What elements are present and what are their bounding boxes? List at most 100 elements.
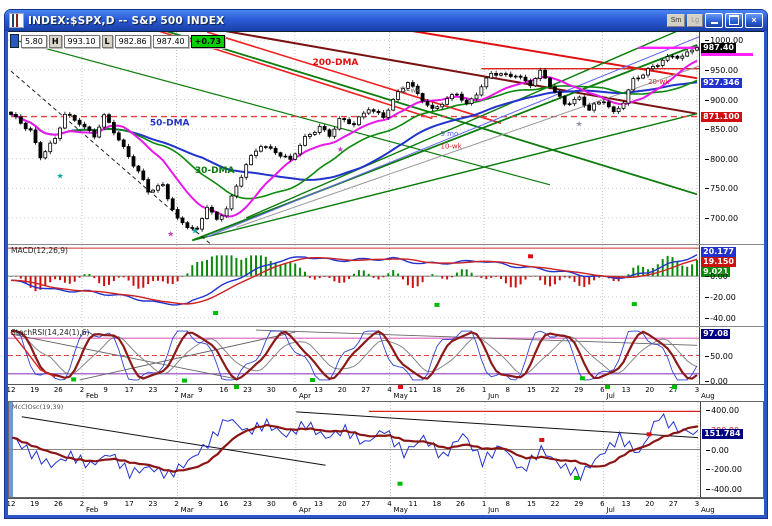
date-tick-label: 6 xyxy=(600,500,605,508)
date-tick-label: 23 xyxy=(148,386,158,394)
date-tick-label: 20 xyxy=(337,500,347,508)
star-marker: ★ xyxy=(56,171,63,180)
macd-chart[interactable] xyxy=(8,245,700,326)
date-tick-label: 4 xyxy=(387,500,392,508)
trendline xyxy=(191,44,698,242)
breadth-chart[interactable] xyxy=(9,402,701,497)
month-label: May xyxy=(393,392,408,400)
date-tick-label: 23 xyxy=(148,500,158,508)
stoch-slow-line xyxy=(11,330,698,375)
date-tick-label: 3 xyxy=(694,500,700,508)
breadth-trendline xyxy=(21,416,326,466)
date-tick-label: 29 xyxy=(574,500,584,508)
signal-marker xyxy=(398,385,404,389)
date-tick-label: 30 xyxy=(266,500,276,508)
signal-marker xyxy=(434,302,440,307)
month-label: Apr xyxy=(298,392,311,400)
date-tick-label: 4 xyxy=(387,386,392,394)
maximize-icon xyxy=(729,15,739,25)
last-price-underline xyxy=(701,52,754,56)
date-tick-label: 16 xyxy=(219,386,229,394)
date-tick-label: 16 xyxy=(219,500,229,508)
date-tick-label: 20 xyxy=(645,386,655,394)
signal-marker xyxy=(579,376,585,381)
quote-select-box[interactable] xyxy=(10,34,19,48)
signal-marker xyxy=(234,385,240,389)
date-tick-label: 20 xyxy=(645,500,655,508)
month-label: May xyxy=(393,506,408,514)
date-tick-label: 27 xyxy=(668,500,678,508)
date-tick-label: 2 xyxy=(174,386,179,394)
month-label: Jun xyxy=(488,506,500,514)
ma30-line xyxy=(10,79,698,200)
chart-annotation: 200-DMA xyxy=(312,58,358,68)
price-axis[interactable]: 1000.00 950.00 900.00 850.00 800.00 750.00 700… xyxy=(699,32,764,244)
month-label: Jul xyxy=(606,506,615,514)
breadth-smooth-line xyxy=(11,423,699,473)
price-chart[interactable]: ★ ★ ★ ★ ★ 200-DMA 50-DMA 30-DMA 20-wk 22-wk 9 mo 10… xyxy=(8,32,700,244)
month-label: Feb xyxy=(85,506,99,514)
trendline xyxy=(206,36,700,238)
bottom-label: McClOsc(19,39) xyxy=(12,403,64,411)
trendline xyxy=(206,32,502,124)
date-tick-label: 1 xyxy=(481,386,487,394)
quote-high-label: H xyxy=(48,34,62,48)
quote-change: +0.73 xyxy=(190,34,226,48)
date-tick-label: 23 xyxy=(243,386,253,394)
title-bar[interactable]: INDEX:$SPX,D -- S&P 500 INDEX Sm Lg × xyxy=(5,10,767,31)
date-tick-label: 3 xyxy=(694,386,700,394)
stoch-label: StochRSI(14,24(1),6) xyxy=(11,328,90,337)
macd-badge: 9.021 xyxy=(701,267,731,277)
minimize-button[interactable] xyxy=(705,13,723,28)
trendline xyxy=(245,32,677,219)
maximize-button[interactable] xyxy=(725,13,743,28)
date-tick-label: 30 xyxy=(266,386,276,394)
close-icon: × xyxy=(751,15,757,25)
quote-low: 982.86 xyxy=(114,34,151,48)
toolbar-button-sm[interactable]: Sm xyxy=(666,14,686,27)
star-marker: ★ xyxy=(191,226,198,235)
macd-badge: 19.150 xyxy=(701,257,736,267)
chart-annotation: 22-wk xyxy=(399,86,421,94)
candlesticks xyxy=(9,45,699,232)
month-label: Jun xyxy=(488,392,500,400)
price-badge: 927.346 xyxy=(701,78,742,89)
star-marker: ★ xyxy=(575,119,582,128)
quote-last: 987.40 xyxy=(152,34,189,48)
app-icon xyxy=(9,13,24,28)
price-tick-label: 850.00 xyxy=(705,125,738,134)
date-tick-label: 9 xyxy=(103,386,108,394)
date-tick-label: 1 xyxy=(481,500,487,508)
date-tick-label: 19 xyxy=(30,386,40,394)
macd-tick-label: 0.00 xyxy=(705,272,728,281)
date-tick-label: 18 xyxy=(432,386,442,394)
date-tick-label: 2 xyxy=(174,500,179,508)
breadth-line xyxy=(11,412,699,482)
date-tick-label: 12 xyxy=(8,500,16,508)
toolbar-button-lg[interactable]: Lg xyxy=(687,14,703,27)
signal-marker xyxy=(71,377,77,382)
ma20-line xyxy=(10,59,698,218)
breadth-tick-label: 400.00 xyxy=(706,406,739,415)
price-tick-label: 950.00 xyxy=(705,66,738,75)
quote-strip: 5.80 H 993.10 L 982.86 987.40 +0.73 xyxy=(10,34,226,48)
date-tick-label: 9 xyxy=(198,386,203,394)
date-tick-label: 17 xyxy=(124,386,134,394)
date-tick-label: 15 xyxy=(526,386,536,394)
date-tick-label: 20 xyxy=(337,386,347,394)
trendline xyxy=(225,32,698,115)
price-tick-label: 1000.00 xyxy=(705,36,743,45)
price-tick-label: 900.00 xyxy=(705,96,738,105)
date-axis-bottom: 1219262Feb917232Mar91623306Apr1320274May… xyxy=(8,498,764,514)
star-marker: ★ xyxy=(337,145,344,154)
stoch-chart[interactable] xyxy=(8,327,700,384)
quote-open: 5.80 xyxy=(21,34,47,48)
close-button[interactable]: × xyxy=(745,13,763,28)
date-tick-label: 17 xyxy=(124,500,134,508)
date-tick-label: 15 xyxy=(526,500,536,508)
date-tick-label: 2 xyxy=(79,386,85,394)
date-tick-label: 9 xyxy=(198,500,203,508)
date-tick-label: 19 xyxy=(30,500,40,508)
signal-marker xyxy=(672,385,678,389)
